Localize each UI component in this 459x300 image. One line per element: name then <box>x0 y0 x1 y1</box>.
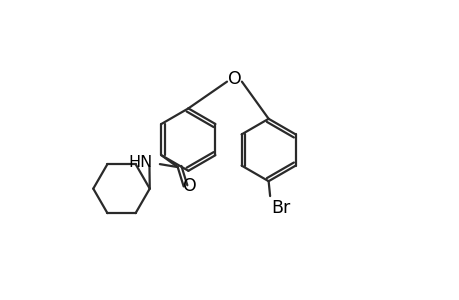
Text: O: O <box>227 70 241 88</box>
Text: O: O <box>183 177 196 195</box>
Text: HN: HN <box>128 155 152 170</box>
Text: Br: Br <box>271 199 290 217</box>
